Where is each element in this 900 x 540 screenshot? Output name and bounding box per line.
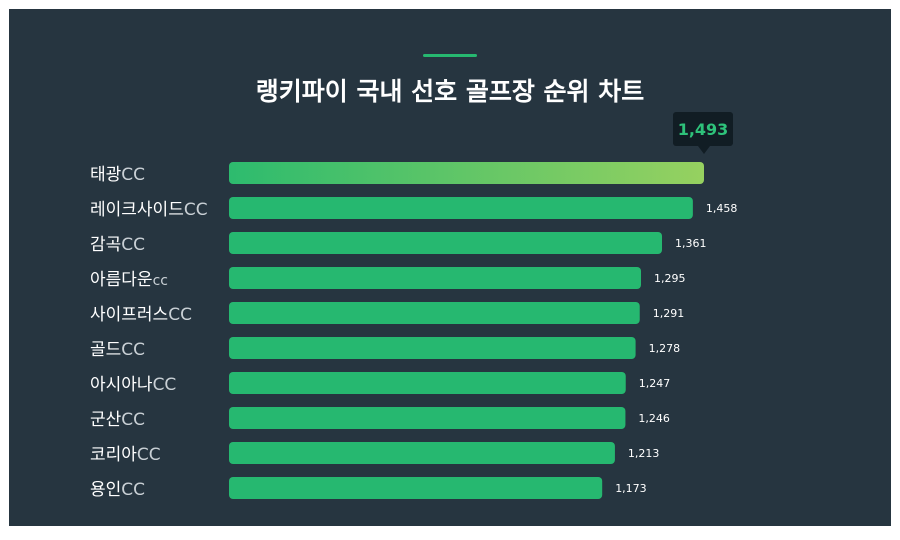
title-accent-line (423, 54, 477, 57)
bar[interactable] (229, 477, 603, 499)
tooltip-value: 1,493 (678, 120, 729, 139)
bar[interactable] (229, 337, 636, 359)
bar[interactable] (229, 267, 642, 289)
category-label: 태광CC (90, 165, 145, 185)
bar[interactable] (229, 162, 704, 184)
category-label: 코리아CC (90, 445, 161, 465)
category-label: 아시아나CC (90, 375, 176, 395)
bar[interactable] (229, 302, 640, 324)
bar[interactable] (229, 442, 615, 464)
category-label: 골드CC (90, 340, 145, 360)
value-label: 1,213 (628, 447, 660, 460)
bar[interactable] (229, 372, 626, 394)
tooltip-pointer (698, 146, 710, 154)
value-label: 1,278 (649, 342, 681, 355)
value-label: 1,246 (638, 412, 670, 425)
bar[interactable] (229, 197, 693, 219)
bar[interactable] (229, 232, 663, 254)
category-label: 용인CC (90, 480, 145, 500)
chart-title: 랭키파이 국내 선호 골프장 순위 차트 (255, 77, 645, 106)
value-label: 1,361 (675, 237, 707, 250)
value-label: 1,291 (653, 307, 685, 320)
bar[interactable] (229, 407, 626, 429)
value-label: 1,458 (706, 202, 738, 215)
value-label: 1,295 (654, 272, 686, 285)
value-label: 1,247 (639, 377, 671, 390)
category-label: 아름다운cc (90, 270, 168, 290)
category-label: 군산CC (90, 410, 145, 430)
tooltip-box (673, 112, 733, 146)
category-label: 레이크사이드CC (90, 200, 208, 220)
category-label: 사이프러스CC (90, 305, 192, 325)
category-label: 감곡CC (90, 235, 145, 255)
value-label: 1,173 (615, 482, 647, 495)
